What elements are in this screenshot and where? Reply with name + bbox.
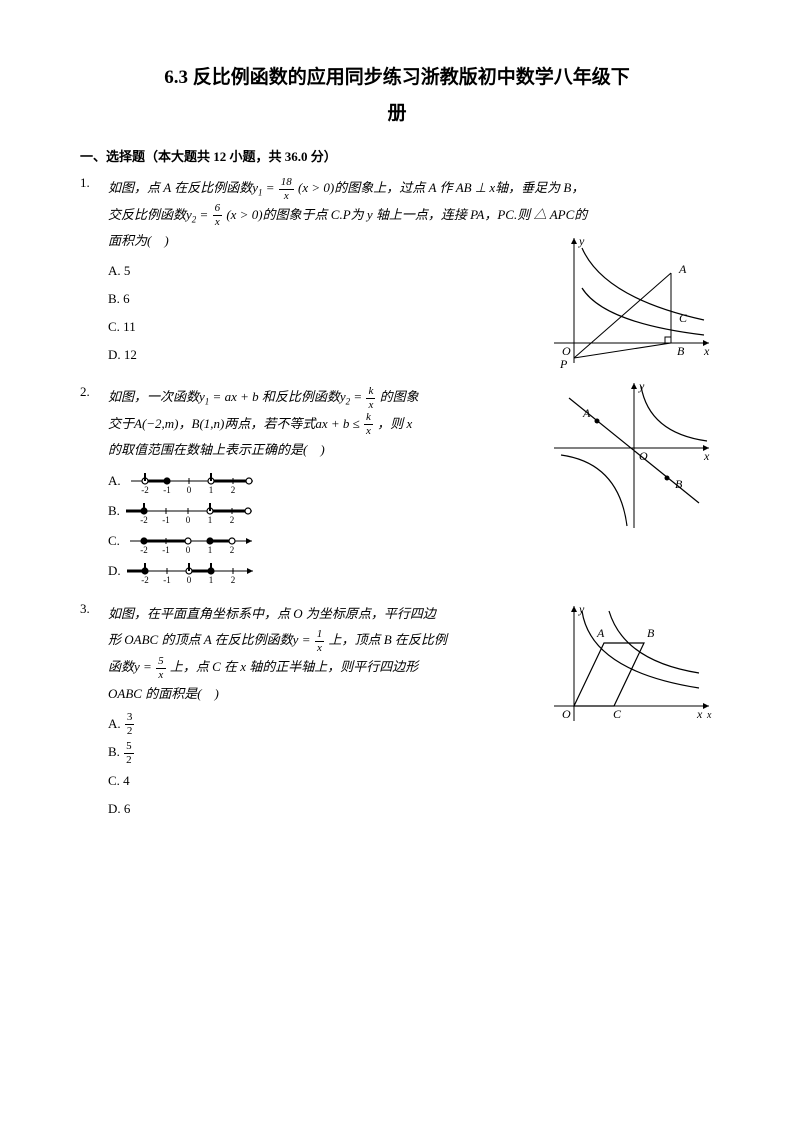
svg-text:1: 1: [208, 515, 213, 525]
svg-text:0: 0: [186, 485, 191, 495]
text: 函数: [108, 659, 134, 674]
text: 面积为( ): [108, 228, 539, 254]
svg-text:y: y: [578, 234, 585, 248]
svg-text:B: B: [647, 626, 655, 640]
svg-text:2: 2: [230, 515, 235, 525]
svg-text:-2: -2: [141, 485, 149, 495]
svg-text:O: O: [562, 344, 571, 358]
text: 上，点 C 在 x 轴的正半轴上，则平行四边形: [170, 659, 418, 674]
svg-text:x: x: [703, 344, 710, 358]
svg-text:A: A: [582, 406, 591, 420]
option-c: C. 11: [108, 314, 539, 340]
option-c: C. 4: [108, 768, 714, 794]
option-d: D. 6: [108, 796, 714, 822]
options-1: A. 5 B. 6 C. 11 D. 12: [108, 258, 539, 368]
text: (x > 0)的图象上，过点 A 作 AB ⊥ x轴，垂足为 B，: [298, 180, 584, 195]
text: 交于A(−2,m)，B(1,n)两点，若不等式: [108, 416, 315, 431]
option-b: B. 52: [108, 739, 714, 766]
svg-text:-1: -1: [163, 575, 171, 585]
text: 上，顶点 B 在反比例: [328, 632, 446, 647]
svg-text:C: C: [613, 707, 622, 721]
frac-num: 3: [125, 712, 135, 725]
svg-text:C: C: [679, 311, 688, 325]
frac-num: 5: [156, 656, 166, 669]
svg-text:0: 0: [186, 515, 191, 525]
problem-number: 2.: [80, 384, 108, 400]
frac-den: 2: [125, 725, 135, 737]
section-header: 一、选择题（本大题共 12 小题，共 36.0 分）: [80, 146, 714, 165]
option-b: B. 6: [108, 286, 539, 312]
figure-3: x y O A B Cx: [549, 601, 714, 740]
frac-den: x: [364, 425, 373, 437]
frac-den: x: [156, 669, 166, 681]
svg-text:-1: -1: [162, 545, 170, 555]
svg-text:-2: -2: [140, 515, 148, 525]
svg-text:0: 0: [186, 545, 191, 555]
problem-2: 2. xyOAB 如图，一次函数y1 = ax + b 和反比例函数y2 = k…: [80, 384, 714, 587]
svg-text:x: x: [696, 707, 703, 721]
text: OABC 的面积是( ): [108, 686, 219, 701]
svg-text:1: 1: [208, 575, 213, 585]
text: 如图，在平面直角坐标系中，点 O 为坐标原点，平行四边: [108, 606, 436, 621]
frac-den: x: [279, 190, 294, 202]
svg-text:-1: -1: [162, 515, 170, 525]
svg-text:A: A: [596, 626, 605, 640]
problem-number: 3.: [80, 601, 108, 617]
svg-text:1: 1: [208, 485, 213, 495]
frac-den: x: [213, 216, 223, 228]
text: 形 OABC 的顶点 A 在反比例函数: [108, 632, 293, 647]
problem-number: 1.: [80, 175, 108, 191]
figure-1: x y O A C B P: [549, 233, 714, 382]
text: 交反比例函数: [108, 207, 186, 222]
frac-num: k: [364, 412, 373, 425]
frac-den: 2: [124, 754, 134, 766]
svg-text:0: 0: [186, 575, 191, 585]
frac-den: x: [315, 642, 325, 654]
frac-num: 18: [279, 177, 294, 190]
text: 的取值范围在数轴上表示正确的是( ): [108, 442, 325, 457]
svg-text:O: O: [562, 707, 571, 721]
text: ，则 x: [377, 416, 412, 431]
frac-num: 6: [213, 203, 223, 216]
svg-text:P: P: [559, 357, 568, 371]
frac-den: x: [366, 399, 375, 411]
option-d: D. 12: [108, 342, 539, 368]
svg-text:1: 1: [208, 545, 213, 555]
svg-text:B: B: [677, 344, 685, 358]
svg-text:A: A: [678, 262, 687, 276]
problem-1-stem: 如图，点 A 在反比例函数y1 = 18x (x > 0)的图象上，过点 A 作…: [108, 175, 714, 228]
svg-text:-1: -1: [163, 485, 171, 495]
text: 如图，一次函数: [108, 389, 199, 404]
doc-title-line1: 6.3 反比例函数的应用同步练习浙教版初中数学八年级下: [164, 67, 630, 88]
svg-text:x: x: [706, 710, 712, 721]
problem-3: 3. x y O A B Cx 如图，在平面直角坐标系中，点 O 为坐标原点，平行四边 形…: [80, 601, 714, 823]
doc-title-line2: 册: [387, 103, 406, 124]
frac-num: k: [366, 386, 375, 399]
svg-text:2: 2: [230, 485, 235, 495]
text: 的图象: [380, 389, 419, 404]
svg-text:2: 2: [230, 575, 235, 585]
svg-text:x: x: [703, 449, 710, 463]
figure-2: xyOAB: [549, 378, 714, 542]
problem-1: 1. x y O A C B P 如图，点 A 在反比例函数y1 = 18x (x > 0)…: [80, 175, 714, 370]
text: 和反比例函数: [262, 389, 340, 404]
svg-text:-2: -2: [141, 575, 149, 585]
svg-text:y: y: [578, 602, 585, 616]
svg-text:-2: -2: [140, 545, 148, 555]
frac-num: 1: [315, 629, 325, 642]
option-a: A. 5: [108, 258, 539, 284]
text: 如图，点 A 在反比例函数: [108, 180, 252, 195]
svg-text:B: B: [675, 477, 683, 491]
option-d: D.-2-1012: [108, 557, 714, 585]
frac-num: 5: [124, 741, 134, 754]
svg-text:2: 2: [230, 545, 235, 555]
text: (x > 0)的图象于点 C.P为 y 轴上一点，连接 PA，PC.则 △ AP…: [226, 207, 587, 222]
